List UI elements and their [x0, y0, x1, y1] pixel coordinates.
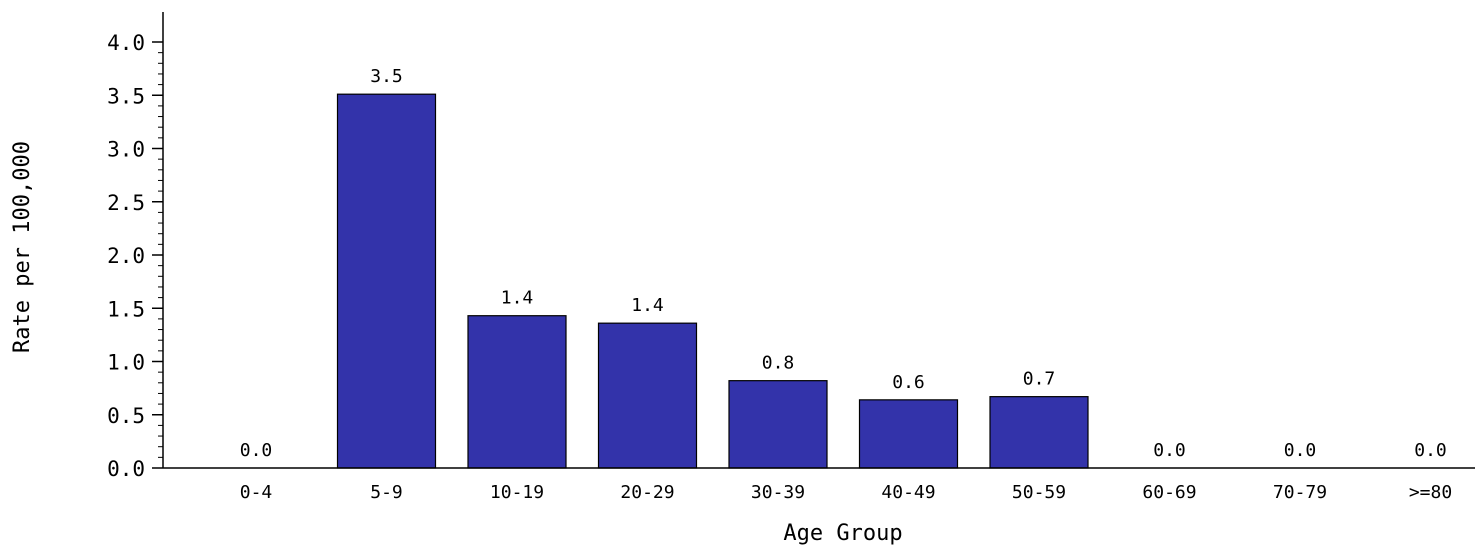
x-category-label: 50-59	[1012, 482, 1066, 503]
y-axis-title: Rate per 100,000	[10, 141, 35, 353]
x-category-label: >=80	[1409, 482, 1452, 503]
bar	[467, 315, 567, 469]
bar-value-label: 0.0	[240, 440, 273, 461]
bar-value-label: 0.0	[1284, 440, 1317, 461]
y-tick-label: 3.5	[107, 84, 145, 108]
x-category-label: 5-9	[370, 482, 403, 503]
y-axis: 0.0 0.5 1.0 1.5 2.0 2.5 3.0 3.5 4.0	[107, 12, 164, 481]
x-category-label: 20-29	[620, 482, 674, 503]
bar-value-label: 0.7	[1023, 369, 1056, 390]
bar-value-label: 0.8	[762, 353, 795, 374]
x-category-label: 10-19	[490, 482, 544, 503]
bar	[728, 380, 828, 469]
x-category-label: 70-79	[1273, 482, 1327, 503]
bar	[336, 93, 437, 469]
x-axis-title: Age Group	[783, 521, 902, 546]
y-tick-label: 0.0	[107, 457, 145, 481]
x-category-label: 60-69	[1142, 482, 1196, 503]
y-tick-label: 2.5	[107, 191, 145, 215]
x-category-label: 40-49	[881, 482, 935, 503]
y-tick-label: 4.0	[107, 31, 145, 55]
y-tick-label: 3.0	[107, 138, 145, 162]
x-category-label: 30-39	[751, 482, 805, 503]
bar	[597, 322, 698, 469]
bar-value-label: 3.5	[370, 66, 403, 87]
bar-value-label: 1.4	[631, 295, 664, 316]
bar-value-label: 0.0	[1414, 440, 1447, 461]
bar-value-label: 0.6	[892, 372, 925, 393]
y-tick-label: 2.0	[107, 244, 145, 268]
x-category-label: 0-4	[240, 482, 273, 503]
y-tick-label: 1.5	[107, 297, 145, 321]
bar-value-label: 1.4	[501, 288, 534, 309]
bar	[858, 399, 959, 469]
bar-value-labels: 0.0 3.5 1.4 1.4 0.8 0.6 0.7 0.0 0.0 0.0	[240, 66, 1447, 461]
bar-value-label: 0.0	[1153, 440, 1186, 461]
x-axis: 0-4 5-9 10-19 20-29 30-39 40-49 50-59 60-69 70-7…	[163, 467, 1475, 503]
y-tick-label: 1.0	[107, 351, 145, 375]
bars	[336, 93, 1089, 469]
bar	[989, 396, 1089, 469]
y-tick-label: 0.5	[107, 404, 145, 428]
